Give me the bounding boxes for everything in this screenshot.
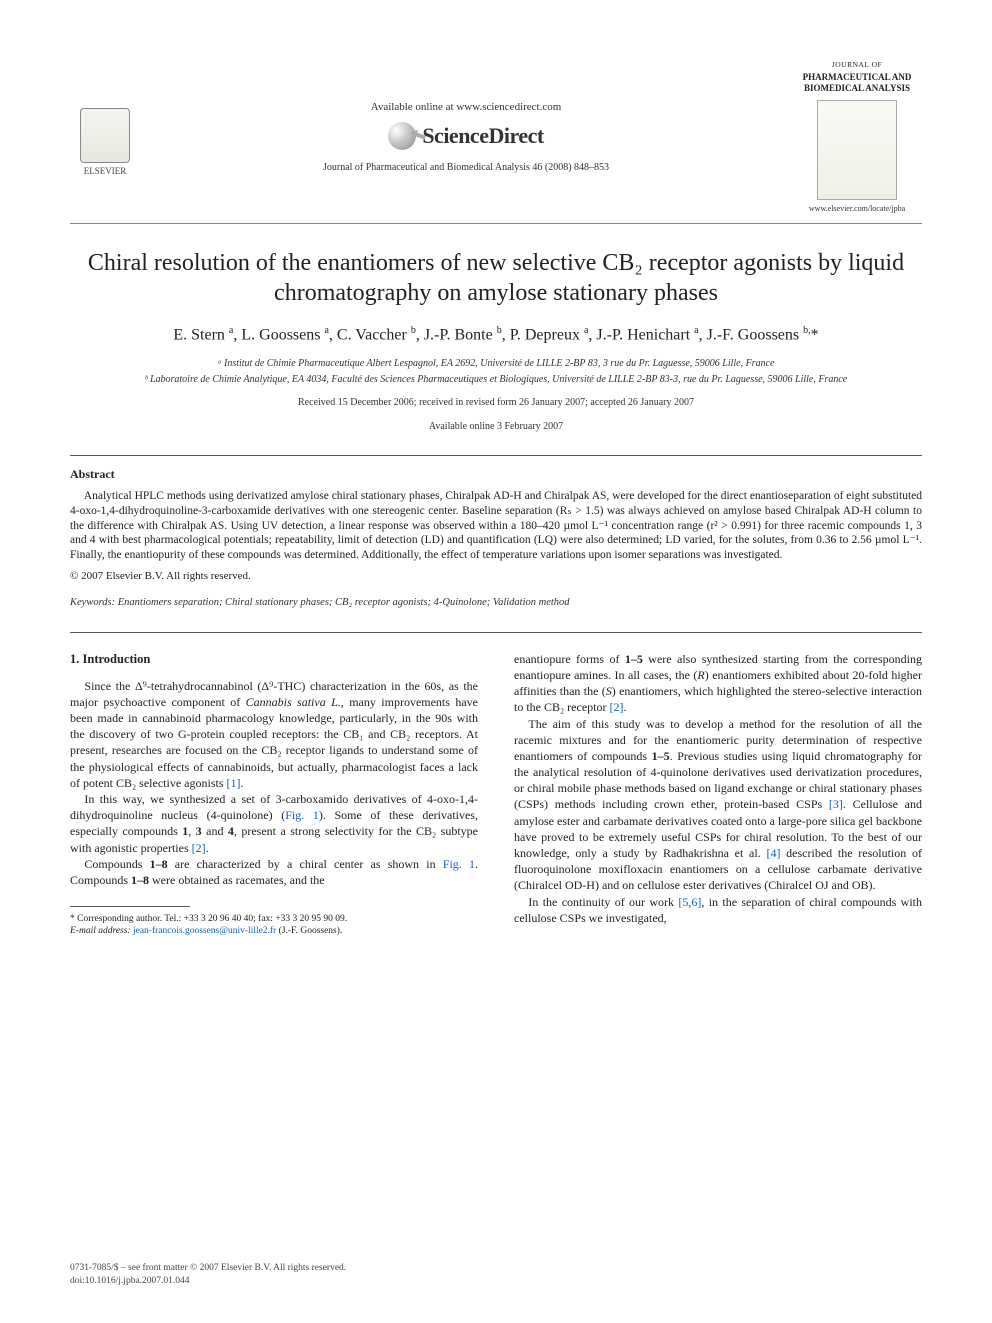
sciencedirect-icon — [388, 122, 416, 150]
page-footer: 0731-7085/$ – see front matter © 2007 El… — [70, 1262, 346, 1287]
intro-paragraph: The aim of this study was to develop a m… — [514, 716, 922, 894]
journal-citation: Journal of Pharmaceutical and Biomedical… — [160, 161, 772, 175]
right-column: enantiopure forms of 1–5 were also synth… — [514, 651, 922, 938]
affiliation-b: ᵇ Laboratoire de Chimie Analytique, EA 4… — [70, 373, 922, 387]
abstract-heading: Abstract — [70, 466, 922, 482]
keywords-text: Enantiomers separation; Chiral stationar… — [118, 597, 570, 608]
journal-cover-thumbnail — [817, 100, 897, 200]
journal-cover-box: JOURNAL OF PHARMACEUTICAL AND BIOMEDICAL… — [792, 60, 922, 215]
intro-paragraph: Since the Δ⁹-tetrahydrocannabinol (Δ⁹-TH… — [70, 678, 478, 791]
body-two-column: 1. Introduction Since the Δ⁹-tetrahydroc… — [70, 651, 922, 938]
sciencedirect-wordmark: ScienceDirect — [422, 121, 543, 151]
footnote-rule — [70, 906, 190, 907]
keywords-line: Keywords: Enantiomers separation; Chiral… — [70, 596, 922, 610]
article-title: Chiral resolution of the enantiomers of … — [70, 248, 922, 308]
journal-url: www.elsevier.com/locate/jpba — [792, 204, 922, 215]
sciencedirect-logo: ScienceDirect — [160, 121, 772, 151]
elsevier-tree-icon — [80, 108, 130, 163]
footnote-email-link[interactable]: jean-francois.goossens@univ-lille2.fr — [133, 926, 276, 936]
intro-paragraph: enantiopure forms of 1–5 were also synth… — [514, 651, 922, 716]
abstract-top-rule — [70, 455, 922, 456]
intro-paragraph: In the continuity of our work [5,6], in … — [514, 894, 922, 926]
header-rule — [70, 223, 922, 224]
footer-issn-line: 0731-7085/$ – see front matter © 2007 El… — [70, 1262, 346, 1274]
abstract-bottom-rule — [70, 632, 922, 633]
corresponding-author-footnote: * Corresponding author. Tel.: +33 3 20 9… — [70, 913, 478, 938]
intro-paragraph: Compounds 1–8 are characterized by a chi… — [70, 856, 478, 888]
intro-heading: 1. Introduction — [70, 651, 478, 668]
intro-paragraph: In this way, we synthesized a set of 3-c… — [70, 791, 478, 856]
journal-of-label: JOURNAL OF — [792, 60, 922, 70]
left-column: 1. Introduction Since the Δ⁹-tetrahydroc… — [70, 651, 478, 938]
author-list: E. Stern a, L. Goossens a, C. Vaccher b,… — [70, 324, 922, 346]
footnote-email-line: E-mail address: jean-francois.goossens@u… — [70, 925, 478, 937]
center-header: Available online at www.sciencedirect.co… — [140, 100, 792, 174]
abstract-copyright: © 2007 Elsevier B.V. All rights reserved… — [70, 569, 922, 583]
abstract-body: Analytical HPLC methods using derivatize… — [70, 489, 922, 584]
footnote-email-label: E-mail address: — [70, 926, 131, 936]
affiliation-a: ᵃ Institut de Chimie Pharmaceutique Albe… — [70, 357, 922, 371]
journal-name: PHARMACEUTICAL AND BIOMEDICAL ANALYSIS — [792, 72, 922, 94]
received-dates: Received 15 December 2006; received in r… — [70, 396, 922, 410]
abstract-text: Analytical HPLC methods using derivatize… — [70, 489, 922, 564]
publisher-header: ELSEVIER Available online at www.science… — [70, 60, 922, 215]
footnote-corr: * Corresponding author. Tel.: +33 3 20 9… — [70, 913, 478, 925]
elsevier-logo: ELSEVIER — [70, 97, 140, 177]
footer-doi-line: doi:10.1016/j.jpba.2007.01.044 — [70, 1275, 346, 1287]
available-online-date: Available online 3 February 2007 — [70, 420, 922, 434]
footnote-email-suffix: (J.-F. Goossens). — [279, 926, 343, 936]
keywords-label: Keywords: — [70, 597, 115, 608]
elsevier-label: ELSEVIER — [84, 165, 127, 177]
available-online-text: Available online at www.sciencedirect.co… — [160, 100, 772, 115]
